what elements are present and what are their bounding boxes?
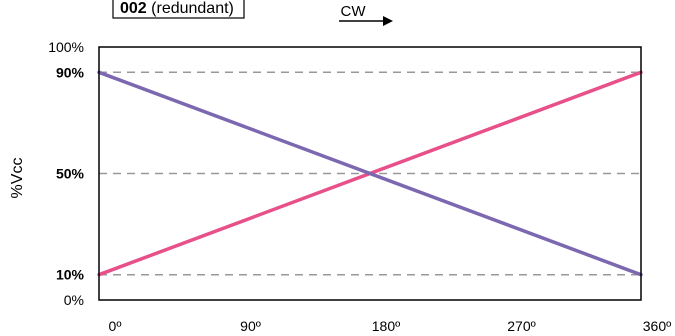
sensor-tag-box — [112, 0, 245, 19]
y-tick-label: 50% — [56, 166, 85, 182]
x-tick-label: 90º — [240, 318, 261, 334]
sensor-tag-id: 002 — [120, 0, 147, 17]
x-tick-label: 0º — [109, 318, 122, 334]
sensor-tag-note: (redundant) — [151, 0, 234, 17]
x-tick-label: 180º — [372, 318, 400, 334]
y-tick-label: 10% — [56, 267, 85, 283]
x-tick-label: 270º — [507, 318, 535, 334]
direction-indicator: CW — [339, 3, 393, 26]
y-tick-label: 0% — [64, 292, 84, 308]
plot-frame — [98, 46, 642, 301]
series-layer — [97, 70, 643, 277]
y-tick-label: 90% — [56, 64, 85, 80]
x-ticks: 0º 90º 180º 270º 360º — [109, 318, 672, 334]
direction-arrow-head — [383, 16, 393, 26]
series-line-1 — [97, 70, 643, 277]
sensor-tag: 002 (redundant) — [112, 0, 245, 19]
sensor-tag-label: 002 (redundant) — [120, 0, 234, 17]
y-tick-label: 100% — [48, 39, 84, 55]
direction-label: CW — [341, 3, 367, 20]
y-ticks: 0% 10% 50% 90% 100% — [48, 39, 84, 308]
x-tick-label: 360º — [643, 318, 671, 334]
y-axis-title: %Vcc — [9, 158, 26, 199]
